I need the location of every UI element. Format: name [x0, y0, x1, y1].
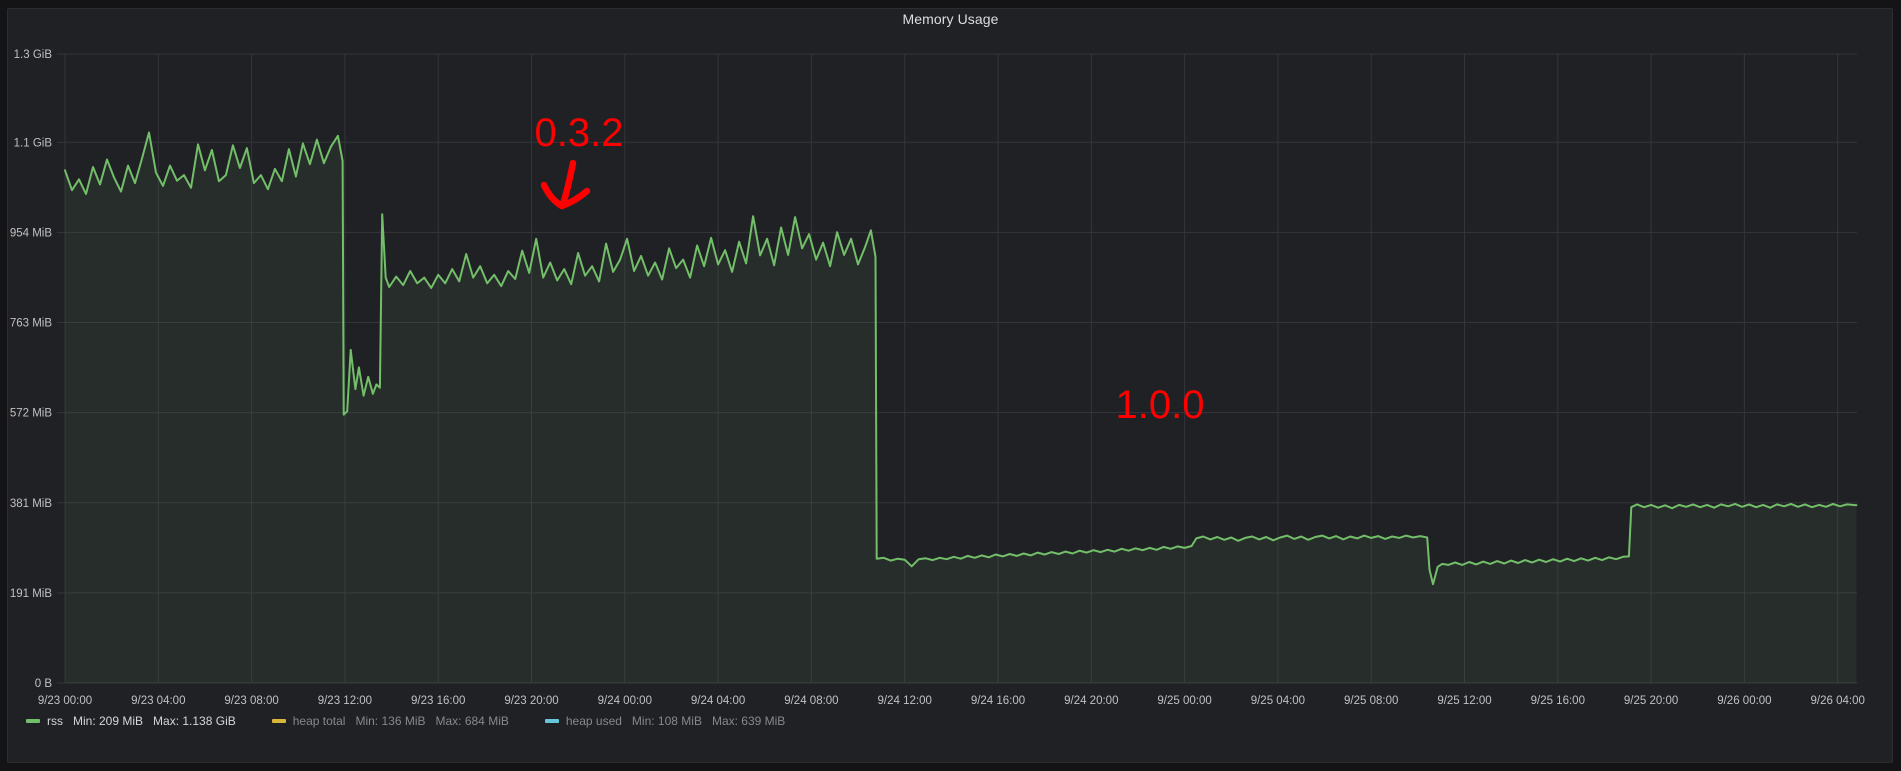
legend-item-heap-total[interactable]: heap total Min: 136 MiB Max: 684 MiB	[271, 714, 519, 728]
heap-total-max-stat: Max: 684 MiB	[435, 714, 509, 728]
y-axis-tick-label: 954 MiB	[10, 227, 53, 239]
x-axis-tick-label: 9/23 20:00	[504, 695, 558, 707]
x-axis-tick-label: 9/25 00:00	[1157, 695, 1211, 707]
x-axis-tick-label: 9/25 12:00	[1437, 695, 1491, 707]
annotation-1-0-0: 1.0.0	[1116, 383, 1205, 427]
legend-item-heap-used[interactable]: heap used Min: 108 MiB Max: 639 MiB	[544, 714, 795, 728]
x-axis-tick-label: 9/24 04:00	[691, 695, 745, 707]
heap-total-color-marker	[271, 719, 286, 723]
x-axis-tick-label: 9/25 08:00	[1344, 695, 1398, 707]
x-axis-tick-label: 9/24 16:00	[971, 695, 1025, 707]
rss-series-label[interactable]: rss	[47, 714, 63, 728]
x-axis-tick-label: 9/23 12:00	[318, 695, 372, 707]
heap-total-series-label[interactable]: heap total	[292, 714, 346, 728]
rss-max-stat: Max: 1.138 GiB	[153, 714, 236, 728]
y-axis-tick-label: 1.1 GiB	[14, 137, 53, 149]
x-axis-tick-label: 9/23 16:00	[411, 695, 465, 707]
y-axis-tick-label: 572 MiB	[10, 408, 53, 420]
memory-usage-panel	[7, 8, 1893, 763]
x-axis-tick-label: 9/23 00:00	[38, 695, 92, 707]
x-axis-tick-label: 9/23 04:00	[131, 695, 185, 707]
heap-used-series-label[interactable]: heap used	[565, 714, 622, 728]
rss-min-stat: Min: 209 MiB	[73, 714, 144, 728]
annotation-arrow-icon	[540, 181, 566, 210]
y-axis-tick-label: 1.3 GiB	[14, 49, 53, 61]
y-axis-tick-label: 0 B	[35, 678, 53, 690]
rss-series-fill	[65, 132, 1857, 683]
x-axis-tick-label: 9/24 08:00	[784, 695, 838, 707]
x-axis-tick-label: 9/26 04:00	[1811, 695, 1865, 707]
y-axis-tick-label: 191 MiB	[10, 588, 53, 600]
x-axis-tick-label: 9/24 00:00	[598, 695, 652, 707]
legend-item-rss[interactable]: rss Min: 209 MiB Max: 1.138 GiB	[26, 714, 246, 728]
x-axis-tick-label: 9/24 20:00	[1064, 695, 1118, 707]
x-axis-tick-label: 9/25 16:00	[1531, 695, 1585, 707]
annotation-arrow-icon	[559, 159, 577, 208]
panel-title[interactable]: Memory Usage	[902, 11, 999, 27]
y-axis-tick-label: 763 MiB	[10, 318, 53, 330]
annotation-0-3-2: 0.3.2	[535, 111, 624, 155]
rss-color-marker	[26, 719, 40, 723]
x-axis-tick-label: 9/23 08:00	[224, 695, 278, 707]
annotation-arrow-icon	[558, 187, 591, 210]
rss-series-line	[64, 131, 1858, 586]
x-axis-tick-label: 9/26 00:00	[1717, 695, 1771, 707]
x-axis-tick-label: 9/25 04:00	[1251, 695, 1305, 707]
x-axis-tick-label: 9/24 12:00	[878, 695, 932, 707]
heap-used-max-stat: Max: 639 MiB	[711, 714, 786, 728]
y-axis-tick-label: 381 MiB	[10, 498, 53, 510]
heap-total-min-stat: Min: 136 MiB	[355, 714, 426, 728]
heap-used-min-stat: Min: 108 MiB	[631, 714, 702, 728]
legend: rss Min: 209 MiB Max: 1.138 GiB heap tot…	[26, 714, 821, 728]
x-axis-tick-label: 9/25 20:00	[1624, 695, 1678, 707]
heap-used-color-marker	[544, 719, 559, 723]
